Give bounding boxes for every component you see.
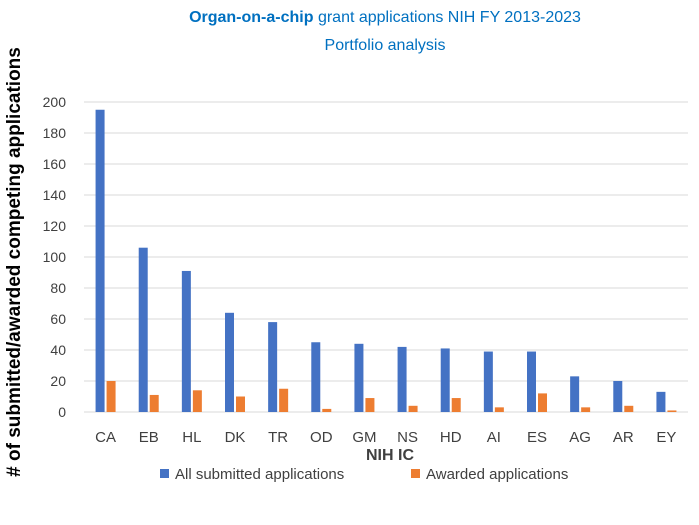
bar-submitted-ns [397,346,407,412]
bar-submitted-dk [225,312,234,412]
bar-submitted-ca [95,109,105,412]
bar-submitted-hd [440,348,450,412]
bar-awarded-hl [192,390,202,412]
x-tick-label: GM [352,429,376,446]
y-tick-label: 40 [50,342,66,358]
y-tick-label: 160 [43,156,67,172]
x-tick-label: AR [613,429,634,446]
y-tick-label: 0 [58,404,66,420]
x-tick-label: HL [182,429,201,446]
x-axis-label: NIH IC [366,447,414,464]
bar-awarded-ar [624,405,634,412]
x-axis-ticks: CA EB HL DK TR OD GM NS HD AI ES AG AR EY [95,429,676,446]
bar-submitted-eb [138,247,148,412]
bar-submitted-od [311,342,321,412]
y-tick-label: 200 [43,94,67,110]
y-tick-label: 60 [50,311,66,327]
chart-title: Organ-on-a-chip grant applications NIH F… [189,9,581,26]
bar-awarded-dk [236,396,245,412]
bars [95,109,677,412]
bar-awarded-ag [581,407,591,412]
bar-awarded-es [538,393,547,412]
y-tick-label: 80 [50,280,66,296]
x-tick-label: OD [310,429,333,446]
x-tick-label: ES [527,429,547,446]
x-tick-label: AI [487,429,501,446]
x-tick-label: HD [440,429,462,446]
bar-submitted-hl [181,270,191,412]
bar-awarded-ai [494,407,504,412]
chart-subtitle: Portfolio analysis [325,37,446,54]
x-tick-label: AG [569,429,591,446]
y-axis-label: # of submitted/awarded competing applica… [4,47,25,477]
bar-submitted-ar [613,381,623,412]
y-axis-ticks: 0 20 40 60 80 100 120 140 160 180 200 [43,94,67,420]
y-tick-label: 120 [43,218,67,234]
bar-submitted-ag [570,376,580,412]
legend-swatch [160,469,169,478]
y-tick-label: 140 [43,187,67,203]
legend: All submitted applications Awarded applic… [160,466,568,483]
bar-submitted-ey [656,391,666,412]
x-tick-label: EY [656,429,676,446]
bar-awarded-gm [365,398,375,412]
bar-awarded-ey [667,410,677,412]
bar-awarded-hd [451,398,461,412]
chart-title-rest: grant applications NIH FY 2013-2023 [314,9,582,26]
bar-submitted-es [527,351,536,412]
bar-submitted-gm [354,343,364,412]
bar-awarded-ns [408,405,418,412]
bar-awarded-tr [279,388,289,412]
y-tick-label: 20 [50,373,66,389]
gridlines [84,101,688,413]
bar-awarded-od [322,408,332,412]
legend-label: All submitted applications [175,466,344,483]
legend-swatch [411,469,420,478]
x-tick-label: EB [139,429,159,446]
chart-title-bold: Organ-on-a-chip [189,9,314,26]
bar-submitted-tr [268,322,278,412]
legend-label: Awarded applications [426,466,568,483]
x-tick-label: DK [225,429,246,446]
bar-submitted-ai [483,351,493,412]
bar-awarded-ca [106,381,116,412]
bar-awarded-eb [149,394,159,412]
x-tick-label: TR [268,429,288,446]
y-tick-label: 100 [43,249,67,265]
x-tick-label: CA [95,429,116,446]
y-tick-label: 180 [43,125,67,141]
x-tick-label: NS [397,429,418,446]
